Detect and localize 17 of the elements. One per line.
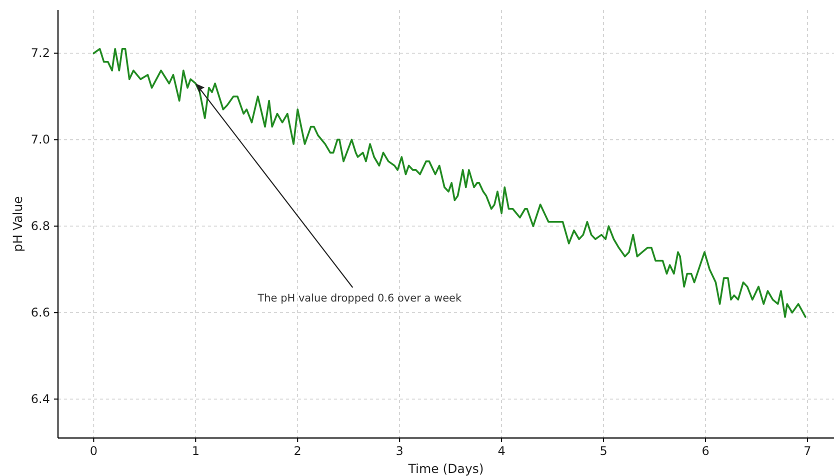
x-tick-label: 4 — [498, 444, 506, 458]
y-tick-label: 6.4 — [30, 392, 50, 406]
x-tick-label: 1 — [192, 444, 200, 458]
x-tick-label: 6 — [702, 444, 710, 458]
y-tick-label: 7.2 — [30, 46, 50, 60]
x-tick-label: 0 — [90, 444, 98, 458]
annotation: The pH value dropped 0.6 over a week — [256, 292, 463, 304]
y-tick-label: 7.0 — [30, 132, 50, 147]
y-tick-label: 6.6 — [30, 306, 50, 320]
y-tick-label: 6.8 — [30, 219, 50, 234]
line-series — [92, 48, 806, 318]
x-tick-label: 2 — [294, 444, 302, 458]
x-tick-label: 5 — [600, 444, 608, 458]
x-axis-title: Time (Days) — [407, 461, 484, 476]
y-axis-title: pH Value — [10, 196, 25, 252]
x-tick-label: 3 — [396, 444, 404, 458]
x-tick-label: 7 — [804, 444, 812, 458]
